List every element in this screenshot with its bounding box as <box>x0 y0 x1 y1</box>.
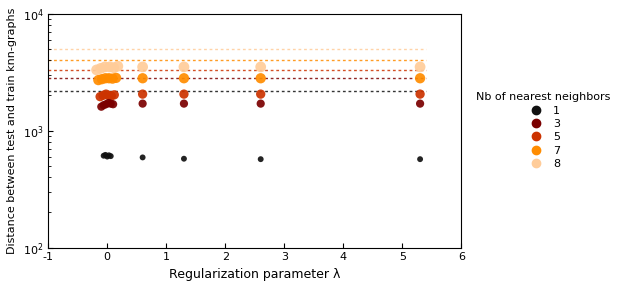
Point <box>95 94 105 99</box>
Point <box>415 101 425 106</box>
Point <box>256 157 266 162</box>
Point <box>98 93 108 98</box>
Point <box>179 101 189 106</box>
Point <box>137 155 147 160</box>
Point <box>108 76 118 81</box>
Point <box>100 65 110 69</box>
Point <box>108 102 118 107</box>
Point <box>137 101 147 106</box>
Point <box>179 76 189 81</box>
Point <box>179 65 189 69</box>
Point <box>104 65 114 69</box>
Point <box>104 153 114 158</box>
Point <box>415 92 425 96</box>
Point <box>111 75 121 80</box>
Point <box>99 103 109 107</box>
Point <box>137 76 147 81</box>
Point <box>415 65 425 69</box>
Point <box>101 153 111 157</box>
Point <box>179 92 189 96</box>
Point <box>106 154 116 158</box>
Point <box>137 92 147 96</box>
Point <box>109 65 119 70</box>
Point <box>97 77 107 82</box>
Point <box>104 76 114 81</box>
Point <box>179 156 189 161</box>
Point <box>103 93 113 98</box>
Point <box>101 76 111 81</box>
Point <box>415 157 425 162</box>
Point <box>256 65 266 69</box>
Point <box>91 68 101 72</box>
Point <box>109 92 119 97</box>
Point <box>101 102 111 107</box>
Y-axis label: Distance between test and train knn-graphs: Distance between test and train knn-grap… <box>7 7 17 254</box>
Point <box>256 101 266 106</box>
Point <box>93 78 103 82</box>
Point <box>256 76 266 81</box>
Point <box>256 92 266 96</box>
Point <box>113 64 123 69</box>
Point <box>106 101 116 106</box>
Point <box>96 66 106 71</box>
Point <box>99 154 109 158</box>
Point <box>102 154 112 159</box>
X-axis label: Regularization parameter λ: Regularization parameter λ <box>169 268 340 281</box>
Point <box>415 76 425 81</box>
Point <box>137 65 147 69</box>
Point <box>96 104 106 109</box>
Point <box>101 92 111 96</box>
Point <box>106 94 116 98</box>
Point <box>103 101 113 105</box>
Legend: 1, 3, 5, 7, 8: 1, 3, 5, 7, 8 <box>471 88 615 173</box>
